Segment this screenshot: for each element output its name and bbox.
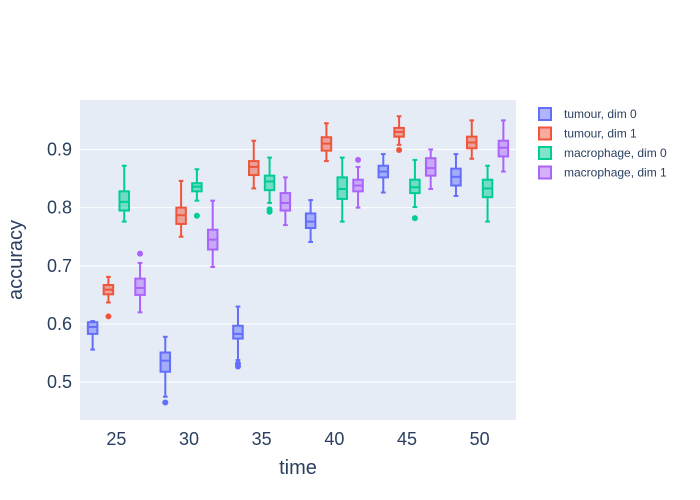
y-tick-label: 0.9 <box>47 139 72 159</box>
box-macrophage-dim-0-30[interactable] <box>191 168 203 219</box>
box-tumour-dim-0-30[interactable] <box>159 335 172 406</box>
iqr-box <box>279 192 292 212</box>
x-tick-label: 25 <box>106 429 126 449</box>
gridlines <box>80 148 516 383</box>
y-tick-label: 0.8 <box>47 198 72 218</box>
legend-label: macrophage, dim 1 <box>564 166 667 180</box>
iqr-box <box>86 321 99 335</box>
box-tumour-dim-0-25[interactable] <box>86 320 99 351</box>
box-tumour-dim-1-45[interactable] <box>393 115 405 154</box>
box-macrophage-dim-1-35[interactable] <box>279 176 292 227</box>
legend-swatch <box>538 146 552 160</box>
x-axis-ticks: 25 30 35 40 45 50 <box>106 429 489 449</box>
iqr-box <box>134 277 146 296</box>
legend-swatch <box>538 165 552 180</box>
legend-item[interactable]: macrophage, dim 1 <box>538 165 667 180</box>
box-tumour-dim-1-30[interactable] <box>175 179 187 238</box>
box-macrophage-dim-1-40[interactable] <box>352 156 364 209</box>
box-macrophage-dim-1-30[interactable] <box>206 199 219 268</box>
box-tumour-dim-1-50[interactable] <box>466 119 478 160</box>
x-tick-label: 45 <box>397 429 417 449</box>
x-tick-label: 30 <box>179 429 199 449</box>
outlier-point <box>411 215 418 222</box>
y-axis-title: accuracy <box>5 220 27 300</box>
legend-label: tumour, dim 1 <box>564 127 637 141</box>
iqr-box <box>263 174 276 192</box>
box-tumour-dim-1-40[interactable] <box>320 122 333 163</box>
iqr-box <box>424 157 437 177</box>
outlier-point <box>355 156 362 163</box>
y-tick-label: 0.5 <box>47 372 72 392</box>
plot-background <box>80 100 516 420</box>
y-tick-label: 0.7 <box>47 256 72 276</box>
box-macrophage-dim-0-35[interactable] <box>263 156 276 215</box>
outlier-point <box>234 360 241 367</box>
legend-swatch <box>538 126 552 141</box>
x-tick-label: 35 <box>252 429 272 449</box>
box-macrophage-dim-0-45[interactable] <box>409 158 421 222</box>
y-axis-ticks: 0.5 0.6 0.7 0.8 0.9 <box>47 139 72 392</box>
box-tumour-dim-1-35[interactable] <box>248 139 260 190</box>
x-tick-label: 50 <box>470 429 490 449</box>
box-macrophage-dim-0-25[interactable] <box>118 164 130 223</box>
x-axis-title: time <box>279 457 317 479</box>
box-macrophage-dim-1-25[interactable] <box>134 250 146 314</box>
legend-item[interactable]: tumour, dim 1 <box>538 126 637 141</box>
outlier-point <box>137 250 144 257</box>
y-tick-label: 0.6 <box>47 314 72 334</box>
box-tumour-dim-0-50[interactable] <box>450 153 462 197</box>
box-tumour-dim-0-40[interactable] <box>304 199 317 243</box>
legend-label: macrophage, dim 0 <box>564 146 667 160</box>
box-macrophage-dim-0-50[interactable] <box>481 164 494 223</box>
box-tumour-dim-1-25[interactable] <box>102 275 115 320</box>
legend-swatch <box>538 107 552 121</box>
iqr-box <box>159 351 172 373</box>
legend[interactable]: tumour, dim 0 tumour, dim 1 macrophage, di… <box>538 107 667 180</box>
legend-item[interactable]: macrophage, dim 0 <box>538 146 667 160</box>
box-macrophage-dim-1-45[interactable] <box>424 148 437 191</box>
outlier-point <box>162 399 169 406</box>
boxes <box>86 115 510 406</box>
box-macrophage-dim-1-50[interactable] <box>497 119 510 173</box>
legend-label: tumour, dim 0 <box>564 107 637 121</box>
outlier-point <box>396 147 403 154</box>
legend-item[interactable]: tumour, dim 0 <box>538 107 637 121</box>
iqr-box <box>232 324 244 340</box>
box-tumour-dim-0-45[interactable] <box>377 153 390 194</box>
box-tumour-dim-0-35[interactable] <box>232 305 244 370</box>
x-tick-label: 40 <box>324 429 344 449</box>
box-macrophage-dim-0-40[interactable] <box>336 156 348 223</box>
outlier-point <box>105 313 112 320</box>
outlier-point <box>193 212 200 219</box>
iqr-box <box>248 160 260 177</box>
outlier-point <box>266 206 273 213</box>
